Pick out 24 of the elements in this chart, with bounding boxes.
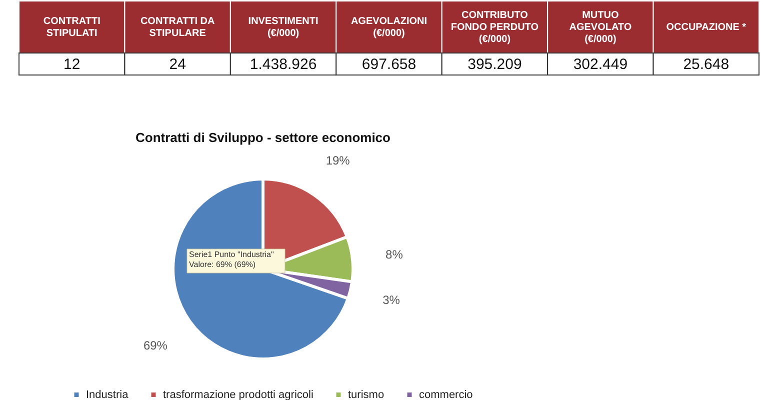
data-label: 8%	[386, 247, 404, 262]
text: Serie1 Punto "Industria" Valore: 69% (69%)	[189, 250, 274, 269]
legend-label: Industria	[86, 388, 130, 400]
data-label: 1.438.926	[250, 56, 317, 73]
data-label: 302.449	[573, 56, 628, 73]
data-label: 3%	[382, 293, 400, 308]
data-label: 24	[169, 56, 186, 73]
category-label: MUTUO AGEVOLATO (€/000)	[569, 10, 632, 45]
legend-label: turismo	[348, 388, 384, 400]
data-label: 19%	[326, 153, 350, 168]
data-label: 12	[64, 56, 80, 73]
category-label: CONTRATTI DA STIPULARE	[140, 16, 215, 39]
legend-label: trasformazione prodotti agricoli	[163, 388, 314, 400]
category-label: AGEVOLAZIONI (€/000)	[350, 16, 428, 39]
category-label: CONTRIBUTO FONDO PERDUTO (€/000)	[450, 10, 539, 45]
legend-label: commercio	[419, 388, 473, 400]
category-label: OCCUPAZIONE *	[666, 22, 746, 33]
data-label: 25.648	[683, 56, 730, 73]
data-label: 697.658	[362, 56, 416, 73]
chart-title: Contratti di Sviluppo - settore economico	[136, 130, 391, 145]
data-label: 395.209	[468, 56, 522, 73]
category-label: CONTRATTI STIPULATI	[43, 16, 101, 39]
category-label: INVESTIMENTI (€/000)	[248, 16, 319, 39]
data-label: 69%	[143, 338, 168, 353]
